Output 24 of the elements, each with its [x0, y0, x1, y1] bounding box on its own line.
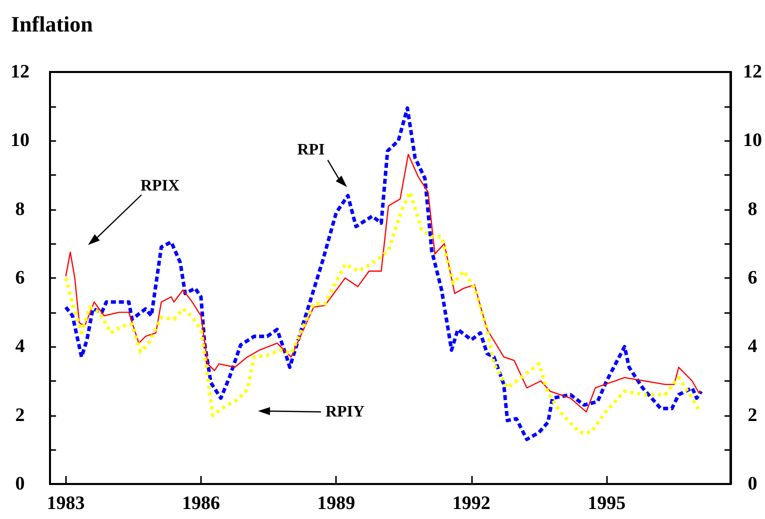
y-tick-label: 4 — [15, 336, 26, 358]
chart-title: Inflation — [11, 12, 93, 36]
y2-tick-label: 4 — [748, 336, 758, 358]
x-tick-label: 1986 — [182, 493, 220, 514]
y-tick-label: 0 — [15, 474, 25, 494]
x-tick-label: 1992 — [452, 493, 490, 514]
x-tick-label: 1989 — [317, 493, 356, 514]
y-tick-label: 6 — [15, 268, 25, 288]
x-tick-label: 1995 — [588, 493, 626, 514]
y-tick-label: 10 — [10, 130, 30, 152]
y-tick-label: 2 — [15, 404, 25, 426]
annotation: RPIX — [140, 178, 180, 194]
y2-tick-label: 0 — [748, 474, 758, 494]
y2-tick-label: 12 — [743, 62, 762, 82]
y2-tick-label: 6 — [748, 268, 758, 288]
y-tick-label: 8 — [15, 198, 25, 220]
y2-tick-label: 8 — [748, 198, 758, 220]
y-tick-label: 12 — [10, 62, 30, 82]
x-tick-label: 1983 — [46, 493, 85, 514]
annotation: RPIY — [325, 404, 365, 420]
annotation: RPI — [297, 142, 325, 158]
line-series — [64, 106, 703, 442]
y2-tick-label: 10 — [743, 130, 762, 152]
y2-tick-label: 2 — [748, 404, 758, 426]
